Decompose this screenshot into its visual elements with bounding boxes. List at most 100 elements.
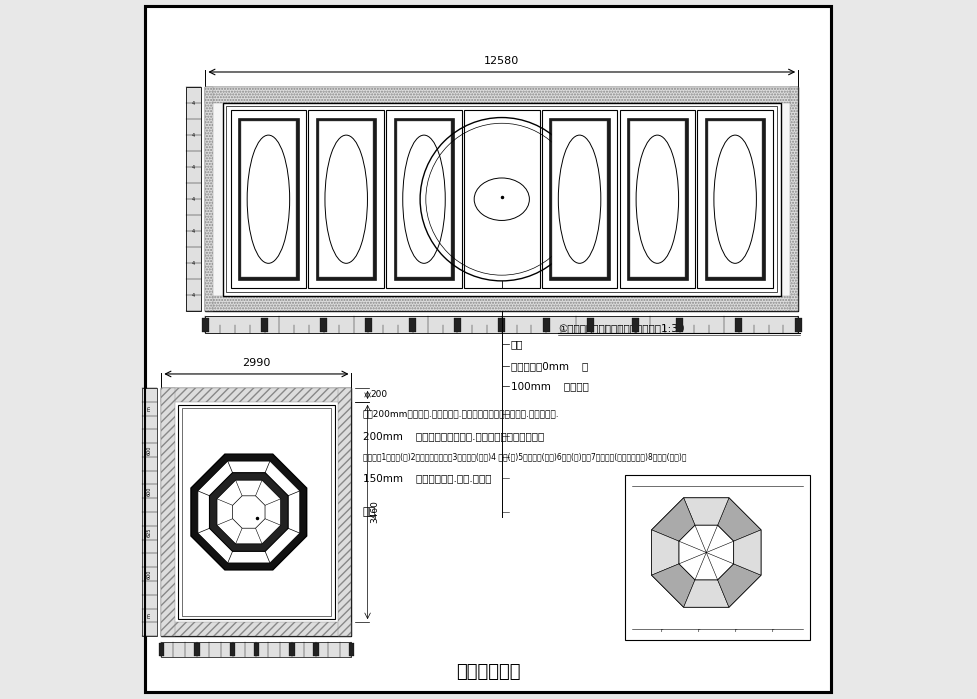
Text: m: m — [147, 406, 152, 411]
Text: 4: 4 — [191, 261, 195, 266]
Text: 4: 4 — [191, 165, 195, 170]
Text: 4: 4 — [191, 293, 195, 298]
Text: 12580: 12580 — [485, 56, 520, 66]
Bar — [142, 388, 157, 636]
Polygon shape — [718, 498, 761, 541]
Bar — [349, 643, 355, 656]
Polygon shape — [652, 498, 695, 541]
Polygon shape — [209, 473, 288, 552]
Bar — [365, 317, 372, 332]
Polygon shape — [718, 564, 761, 607]
Text: 4: 4 — [191, 229, 195, 233]
Text: 下口200mm组合雕刻.围绕王中心.以送列二级造型的最精视觉.图案为八仙.: 下口200mm组合雕刻.围绕王中心.以送列二级造型的最精视觉.图案为八仙. — [362, 410, 559, 418]
Bar — [386, 110, 462, 288]
Bar — [319, 121, 373, 278]
Bar — [790, 87, 798, 311]
Bar — [194, 643, 200, 656]
Bar — [289, 643, 295, 656]
Bar — [409, 317, 416, 332]
Bar — [178, 405, 335, 619]
Bar — [158, 643, 164, 656]
Bar — [625, 475, 810, 640]
Text: 4: 4 — [191, 133, 195, 138]
Text: r: r — [772, 628, 774, 633]
Bar — [708, 121, 762, 278]
Bar — [254, 643, 259, 656]
Polygon shape — [652, 498, 761, 607]
Bar — [241, 121, 296, 278]
Text: 椭圆形围边0mm    宽: 椭圆形围边0mm 宽 — [511, 361, 588, 371]
Bar — [182, 408, 331, 616]
Text: 200mm    宽组合雕刻四周围边.图案为白玛曲扎、长城。: 200mm 宽组合雕刻四周围边.图案为白玛曲扎、长城。 — [362, 431, 544, 441]
Bar — [161, 388, 175, 636]
Bar — [161, 642, 352, 657]
Bar — [313, 643, 319, 656]
Text: 2990: 2990 — [242, 359, 271, 368]
Polygon shape — [652, 564, 695, 607]
Bar — [794, 317, 802, 332]
Bar — [230, 643, 235, 656]
Text: r: r — [698, 628, 701, 633]
Polygon shape — [198, 461, 300, 563]
Bar — [161, 388, 352, 402]
Text: 天花板造型图: 天花板造型图 — [456, 663, 521, 682]
Text: 600: 600 — [147, 487, 152, 496]
Text: 吊灯: 吊灯 — [362, 507, 376, 517]
Bar — [238, 118, 299, 280]
Polygon shape — [217, 480, 280, 544]
Bar — [205, 87, 213, 311]
Text: 200: 200 — [370, 391, 388, 399]
Text: 吊灯: 吊灯 — [511, 339, 524, 349]
Text: 4: 4 — [191, 196, 195, 202]
Polygon shape — [684, 498, 729, 525]
Bar — [186, 87, 201, 311]
Bar — [704, 118, 765, 280]
Bar — [736, 317, 743, 332]
Bar — [205, 296, 798, 311]
Bar — [549, 118, 610, 280]
Bar — [552, 121, 607, 278]
Text: 100mm    白玛曲扎: 100mm 白玛曲扎 — [511, 381, 589, 391]
Bar — [630, 121, 685, 278]
Bar — [205, 316, 798, 333]
Bar — [632, 317, 639, 332]
Bar — [316, 118, 376, 280]
Bar — [627, 118, 688, 280]
Polygon shape — [684, 580, 729, 607]
Bar — [619, 110, 696, 288]
Polygon shape — [652, 530, 679, 575]
Bar — [543, 317, 550, 332]
Bar — [231, 110, 306, 288]
Bar — [205, 87, 798, 311]
Bar — [394, 118, 454, 280]
Bar — [397, 121, 451, 278]
Bar — [587, 317, 594, 332]
Text: r: r — [735, 628, 737, 633]
Text: r: r — [660, 628, 663, 633]
Bar — [261, 317, 268, 332]
Bar — [676, 317, 683, 332]
Polygon shape — [679, 525, 734, 580]
Polygon shape — [191, 454, 307, 570]
Text: ①大厅顶式造型图以及尺寸、名称。1:30: ①大厅顶式造型图以及尺寸、名称。1:30 — [559, 323, 685, 333]
Text: 600: 600 — [147, 570, 152, 579]
Bar — [337, 388, 352, 636]
Polygon shape — [734, 530, 761, 575]
Bar — [309, 110, 384, 288]
Bar — [223, 103, 781, 296]
Bar — [464, 110, 539, 288]
Bar — [161, 388, 352, 636]
Text: 4: 4 — [191, 101, 195, 106]
Bar — [205, 87, 798, 103]
Bar — [541, 110, 617, 288]
Text: 150mm    组合雕刻曲扎.白玛.长城。: 150mm 组合雕刻曲扎.白玛.长城。 — [362, 473, 491, 483]
Text: 600: 600 — [147, 445, 152, 454]
Bar — [698, 110, 773, 288]
Bar — [202, 317, 209, 332]
Text: m: m — [147, 613, 152, 618]
Polygon shape — [233, 496, 265, 528]
Bar — [161, 622, 352, 636]
Bar — [320, 317, 327, 332]
Text: 625: 625 — [147, 528, 152, 538]
Bar — [227, 106, 777, 292]
